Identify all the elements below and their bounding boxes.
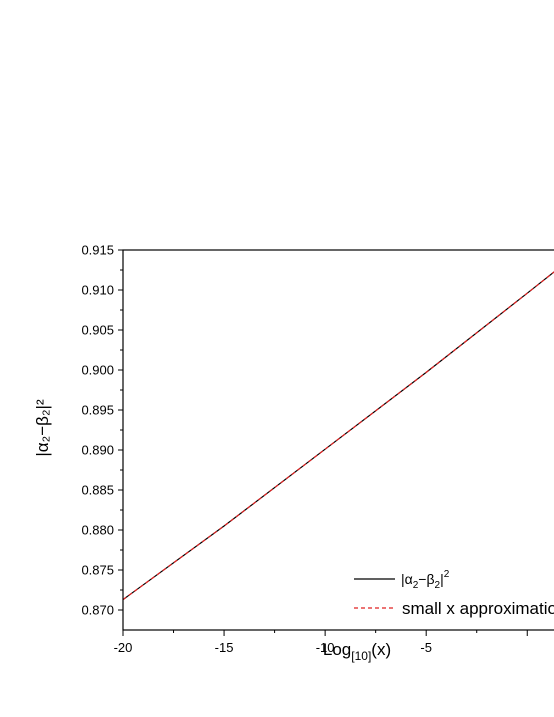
y-tick-label: 0.905 bbox=[81, 323, 114, 338]
y-tick-label: 0.890 bbox=[81, 443, 114, 458]
plot-frame bbox=[122, 249, 554, 631]
legend-label-exact-a: |α bbox=[401, 571, 413, 587]
legend-label-exact-bar: | bbox=[440, 571, 444, 587]
x-axis-title-sub: [10] bbox=[351, 649, 371, 663]
legend-label-exact-b: −β bbox=[418, 571, 434, 587]
ticks-layer: 0.870 0.875 0.880 0.885 0.890 0.895 0.900 0.905… bbox=[81, 243, 528, 655]
y-tick-label: 0.910 bbox=[81, 283, 114, 298]
y-tick-label: 0.870 bbox=[81, 603, 114, 618]
y-tick-label: 0.875 bbox=[81, 563, 114, 578]
y-tick-label: 0.900 bbox=[81, 363, 114, 378]
series-line-approx bbox=[122, 271, 554, 601]
y-axis-title: |α₂−β₂|² bbox=[33, 399, 52, 457]
x-axis-title-tail: (x) bbox=[371, 640, 391, 659]
x-axis-title-main: Log bbox=[323, 640, 351, 659]
legend-label-exact: |α2−β2|2 bbox=[401, 569, 450, 591]
legend: |α2−β2|2 small x approximation bbox=[354, 569, 554, 618]
legend-label-exact-a-sub: 2 bbox=[413, 580, 419, 591]
series-layer bbox=[122, 271, 554, 601]
y-tick-label: 0.885 bbox=[81, 483, 114, 498]
legend-label-exact-b-sub: 2 bbox=[435, 580, 441, 591]
x-tick-label: -20 bbox=[114, 640, 133, 655]
legend-label-approx: small x approximation bbox=[402, 599, 554, 618]
y-tick-label: 0.880 bbox=[81, 523, 114, 538]
y-tick-label: 0.915 bbox=[81, 243, 114, 258]
series-line-exact bbox=[122, 271, 554, 601]
x-axis-title: Log[10](x) bbox=[323, 640, 391, 663]
plot-border bbox=[122, 249, 554, 631]
x-tick-label: -15 bbox=[215, 640, 234, 655]
x-tick-label: -10 bbox=[316, 640, 335, 655]
y-tick-label: 0.895 bbox=[81, 403, 114, 418]
legend-label-exact-sup: 2 bbox=[444, 569, 450, 580]
y-axis-title-text: |α₂−β₂|² bbox=[33, 399, 52, 457]
x-tick-label: -5 bbox=[420, 640, 432, 655]
